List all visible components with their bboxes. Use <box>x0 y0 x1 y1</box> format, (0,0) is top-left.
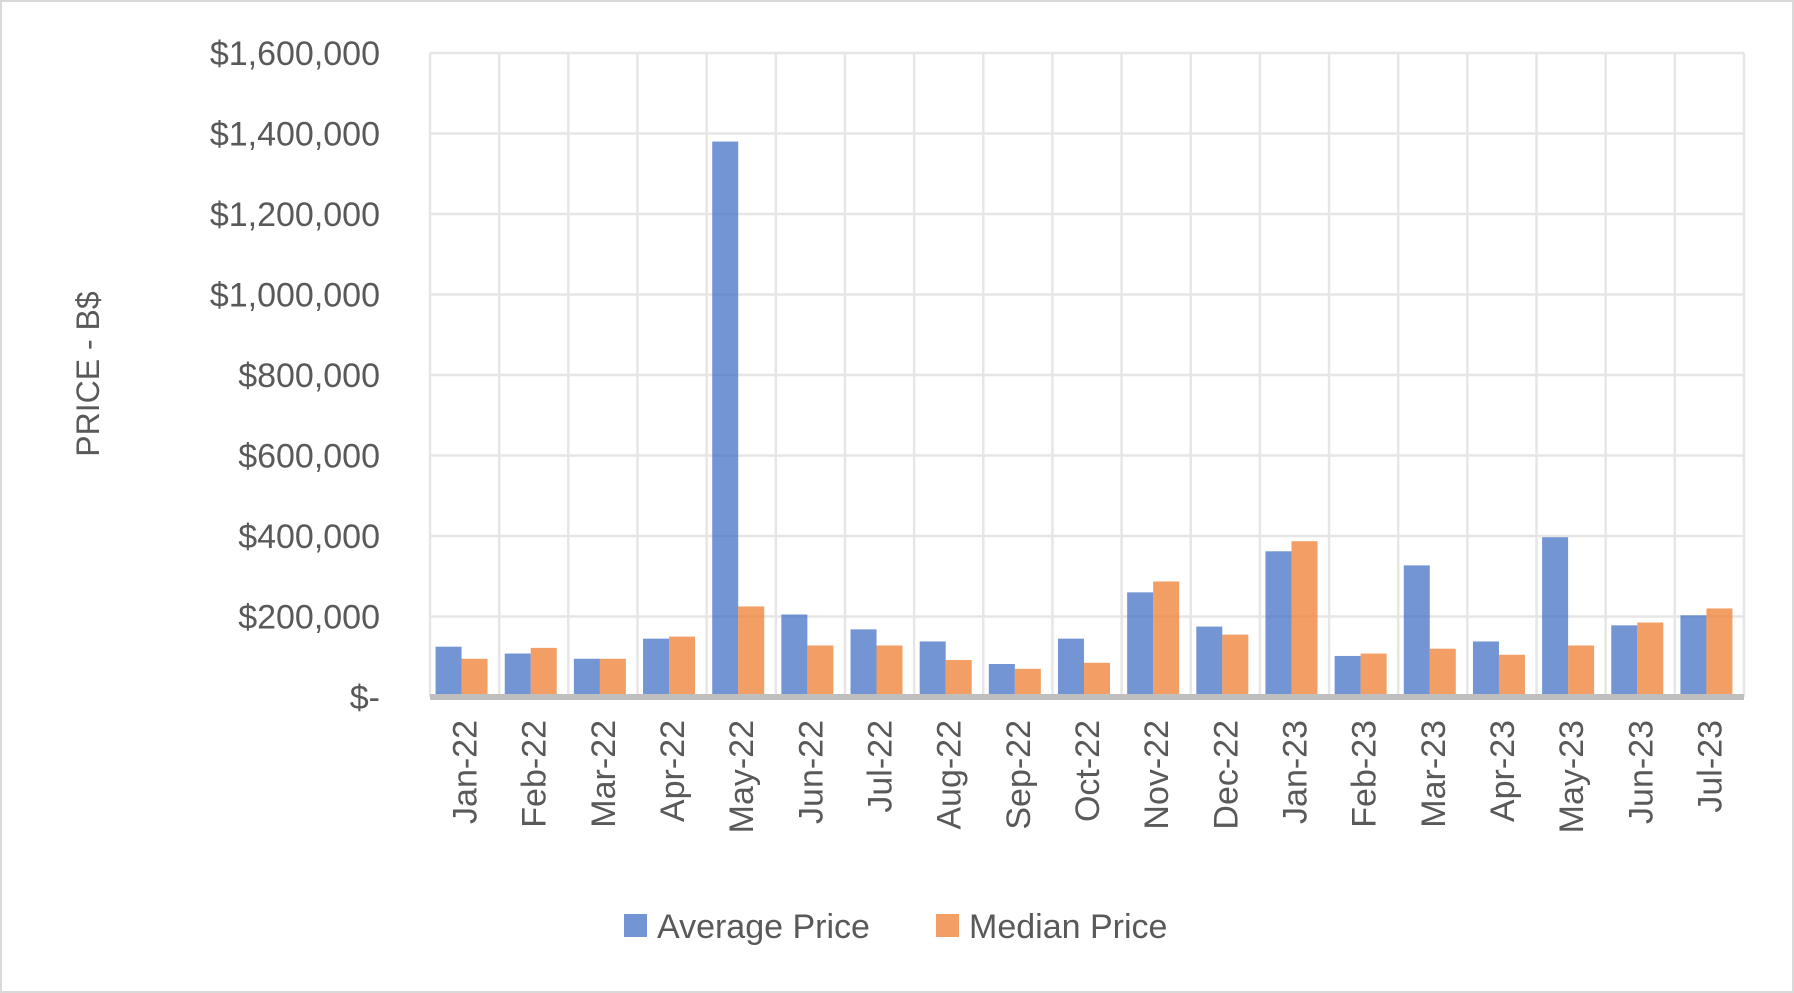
x-tick-label: Aug-22 <box>931 720 969 830</box>
x-tick-label: Feb-22 <box>516 720 554 828</box>
bar-average <box>643 638 670 697</box>
legend-swatch <box>624 914 647 937</box>
x-tick-label: Jul-22 <box>862 720 900 813</box>
bar-average <box>1680 615 1707 697</box>
y-axis-label: PRICE - B$ <box>70 291 106 457</box>
bar-average <box>919 641 946 697</box>
y-tick-label: $400,000 <box>238 518 380 556</box>
bar-median <box>1222 634 1249 697</box>
bar-average <box>1058 638 1084 697</box>
y-tick-label: $1,000,000 <box>210 277 380 315</box>
bars <box>435 141 1733 698</box>
bar-average <box>573 658 600 697</box>
bar-median <box>1706 608 1733 697</box>
bar-average <box>1472 641 1499 697</box>
bar-average <box>781 614 808 697</box>
x-tick-label: Mar-22 <box>585 720 623 828</box>
bar-average <box>504 653 531 697</box>
bar-median <box>1637 622 1664 697</box>
bar-median <box>1498 654 1525 697</box>
bar-median <box>1014 668 1041 697</box>
bar-median <box>1084 662 1110 697</box>
x-tick-label: Jan-23 <box>1276 720 1314 824</box>
bar-median <box>599 658 626 697</box>
x-tick-label: Jun-23 <box>1622 720 1660 824</box>
bar-average <box>1334 655 1361 697</box>
bar-median <box>530 647 557 697</box>
legend-label: Median Price <box>969 908 1167 946</box>
bar-median <box>945 659 972 697</box>
x-axis-tick-labels: Jan-22 Feb-22 Mar-22 Apr-22 May-22 Jun-22 Jul-… <box>447 720 1730 833</box>
y-axis-tick-labels: $- $200,000 $400,000 $600,000 $800,000 $1,000… <box>210 35 380 717</box>
bar-median <box>1568 645 1595 697</box>
bar-average <box>1542 537 1569 697</box>
bar-median <box>1291 541 1318 697</box>
legend-label: Average Price <box>657 908 870 946</box>
y-tick-label: $600,000 <box>238 438 380 476</box>
bar-average <box>712 141 739 698</box>
x-tick-label: Sep-22 <box>1000 720 1038 830</box>
legend: Average Price Median Price <box>624 908 1167 946</box>
bar-median <box>461 658 488 697</box>
bar-average <box>435 646 462 697</box>
y-tick-label: $1,400,000 <box>210 116 380 154</box>
bar-median <box>669 636 696 697</box>
bar-average <box>1196 626 1223 697</box>
x-tick-label: Oct-22 <box>1069 720 1107 822</box>
bar-average <box>988 663 1015 697</box>
bar-average <box>1127 592 1154 697</box>
x-tick-label: Jul-23 <box>1691 720 1729 813</box>
x-tick-label: Dec-22 <box>1207 720 1245 830</box>
gridlines <box>428 51 1746 697</box>
x-tick-label: Jan-22 <box>447 720 485 824</box>
bar-average <box>1265 551 1292 697</box>
bar-median <box>1429 648 1456 697</box>
bar-median <box>807 645 834 697</box>
y-tick-label: $- <box>350 679 380 717</box>
y-tick-label: $1,600,000 <box>210 35 380 73</box>
x-tick-label: Apr-22 <box>654 720 692 822</box>
x-tick-label: Feb-23 <box>1346 720 1384 828</box>
bar-median <box>876 645 903 697</box>
bar-median <box>1360 653 1387 697</box>
x-tick-label: Mar-23 <box>1415 720 1453 828</box>
x-tick-label: May-23 <box>1553 720 1591 833</box>
legend-swatch <box>936 914 959 937</box>
bar-median <box>1153 581 1180 697</box>
y-tick-label: $200,000 <box>238 599 380 637</box>
bar-average <box>850 629 877 697</box>
x-tick-label: Nov-22 <box>1138 720 1176 830</box>
y-tick-label: $800,000 <box>238 357 380 395</box>
x-tick-label: Apr-23 <box>1484 720 1522 822</box>
y-tick-label: $1,200,000 <box>210 196 380 234</box>
bar-average <box>1611 625 1638 697</box>
bar-median <box>738 606 765 697</box>
x-tick-label: Jun-22 <box>792 720 830 824</box>
bar-average <box>1403 565 1430 697</box>
x-tick-label: May-22 <box>723 720 761 833</box>
